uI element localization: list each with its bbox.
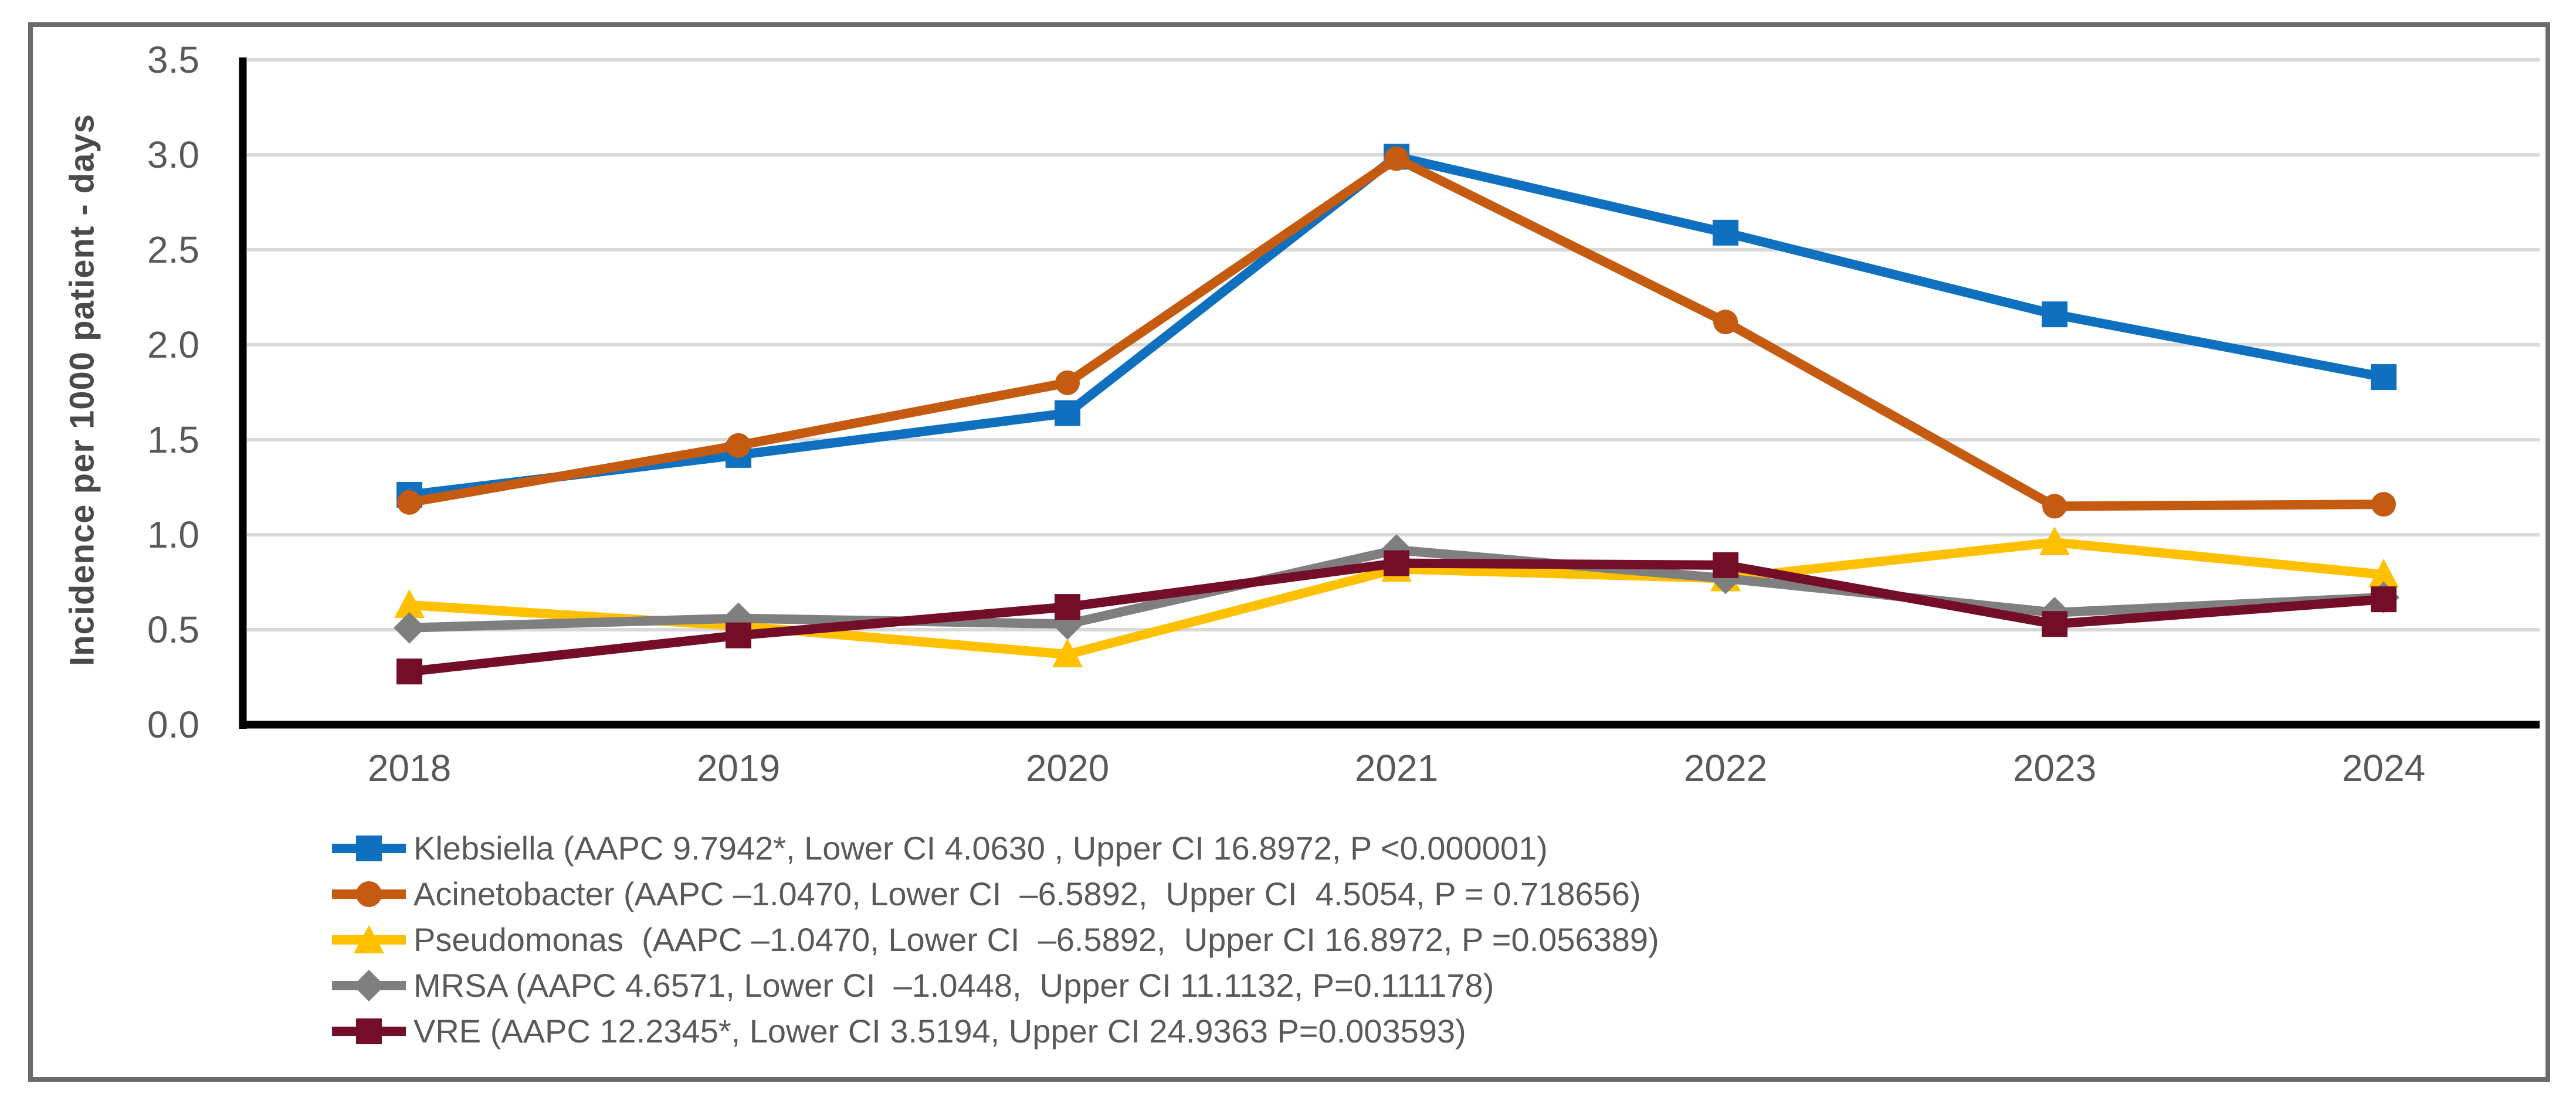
marker-vre-2023 (2042, 611, 2067, 637)
marker-vre-2021 (1384, 550, 1409, 576)
square-marker-icon (356, 1018, 382, 1044)
legend-item-klebsiella: Klebsiella (AAPC 9.7942*, Lower CI 4.063… (330, 826, 1659, 871)
marker-klebsiella-2023 (2042, 301, 2067, 328)
axes (239, 57, 2540, 729)
marker-pseudomonas-2024 (2368, 559, 2399, 588)
y-tick-label: 1.0 (147, 514, 199, 556)
marker-acinetobacter-2020 (1055, 370, 1080, 395)
series-line-klebsiella (409, 152, 2385, 500)
legend-item-pseudomonas: Pseudomonas (AAPC –1.0470, Lower CI –6.5… (330, 917, 1659, 963)
series-acinetobacter (397, 146, 2396, 519)
triangle-marker-icon (354, 925, 384, 953)
data-series (394, 144, 2399, 685)
legend-label-vre: VRE (AAPC 12.2345*, Lower CI 3.5194, Upp… (413, 1013, 1466, 1050)
marker-pseudomonas-2018 (394, 589, 425, 618)
legend-key-klebsiella (332, 836, 406, 861)
x-tick-label-2019: 2019 (697, 747, 780, 789)
series-line-acinetobacter (408, 154, 2384, 511)
marker-vre-2022 (1713, 552, 1738, 578)
marker-acinetobacter-2019 (726, 433, 751, 458)
legend-label-mrsa: MRSA (AAPC 4.6571, Lower CI –1.0448, Upp… (413, 967, 1494, 1004)
x-tick-label-2018: 2018 (368, 747, 451, 789)
y-axis-title: Incidence per 1000 patient - days (63, 113, 101, 667)
marker-mrsa-2018 (394, 612, 425, 644)
square-marker-icon (356, 836, 382, 861)
marker-acinetobacter-2021 (1384, 146, 1409, 171)
x-tick-label-2022: 2022 (1684, 747, 1767, 789)
x-tick-label-2020: 2020 (1026, 747, 1109, 789)
marker-vre-2018 (396, 658, 422, 685)
marker-pseudomonas-2023 (2039, 526, 2070, 555)
marker-vre-2024 (2371, 586, 2397, 613)
marker-acinetobacter-2024 (2371, 492, 2396, 517)
marker-vre-2020 (1055, 594, 1080, 620)
y-tick-label: 0.5 (147, 609, 199, 651)
legend-key-mrsa (332, 970, 406, 1001)
marker-klebsiella-2022 (1713, 219, 1738, 246)
legend-label-pseudomonas: Pseudomonas (AAPC –1.0470, Lower CI –6.5… (413, 921, 1659, 958)
marker-pseudomonas-2020 (1052, 638, 1083, 668)
x-tick-label-2023: 2023 (2013, 747, 2096, 789)
x-tick-label-2024: 2024 (2342, 747, 2425, 789)
diamond-marker-icon (353, 970, 385, 1001)
legend-label-klebsiella: Klebsiella (AAPC 9.7942*, Lower CI 4.063… (413, 830, 1548, 867)
x-axis-tick-labels: 2018 2019 2020 2021 2022 2023 2024 (368, 747, 2425, 789)
y-tick-label: 2.0 (147, 324, 199, 366)
marker-klebsiella-2020 (1055, 400, 1080, 426)
legend: Klebsiella (AAPC 9.7942*, Lower CI 4.063… (330, 826, 1659, 1054)
marker-acinetobacter-2022 (1713, 310, 1738, 335)
legend-item-acinetobacter: Acinetobacter (AAPC –1.0470, Lower CI –6… (330, 871, 1659, 917)
marker-acinetobacter-2023 (2042, 494, 2067, 519)
y-tick-label: 0.0 (147, 704, 199, 746)
circle-marker-icon (356, 881, 382, 907)
legend-key-acinetobacter (332, 881, 406, 907)
legend-item-mrsa: MRSA (AAPC 4.6571, Lower CI –1.0448, Upp… (330, 963, 1659, 1008)
legend-key-pseudomonas (332, 925, 406, 953)
y-tick-label: 2.5 (147, 229, 199, 271)
series-vre (396, 550, 2397, 685)
legend-label-acinetobacter: Acinetobacter (AAPC –1.0470, Lower CI –6… (413, 875, 1641, 912)
y-axis-tick-labels: 0.0 0.5 1.0 1.5 2.0 2.5 3.0 3.5 (147, 39, 199, 746)
marker-vre-2019 (726, 622, 751, 648)
y-tick-label: 3.0 (147, 134, 199, 176)
marker-acinetobacter-2018 (397, 490, 422, 515)
y-tick-label: 1.5 (147, 419, 199, 461)
legend-key-vre (332, 1018, 406, 1044)
x-tick-label-2021: 2021 (1355, 747, 1438, 789)
y-tick-label: 3.5 (147, 39, 199, 81)
marker-klebsiella-2024 (2371, 364, 2397, 390)
legend-item-vre: VRE (AAPC 12.2345*, Lower CI 3.5194, Upp… (330, 1008, 1659, 1054)
